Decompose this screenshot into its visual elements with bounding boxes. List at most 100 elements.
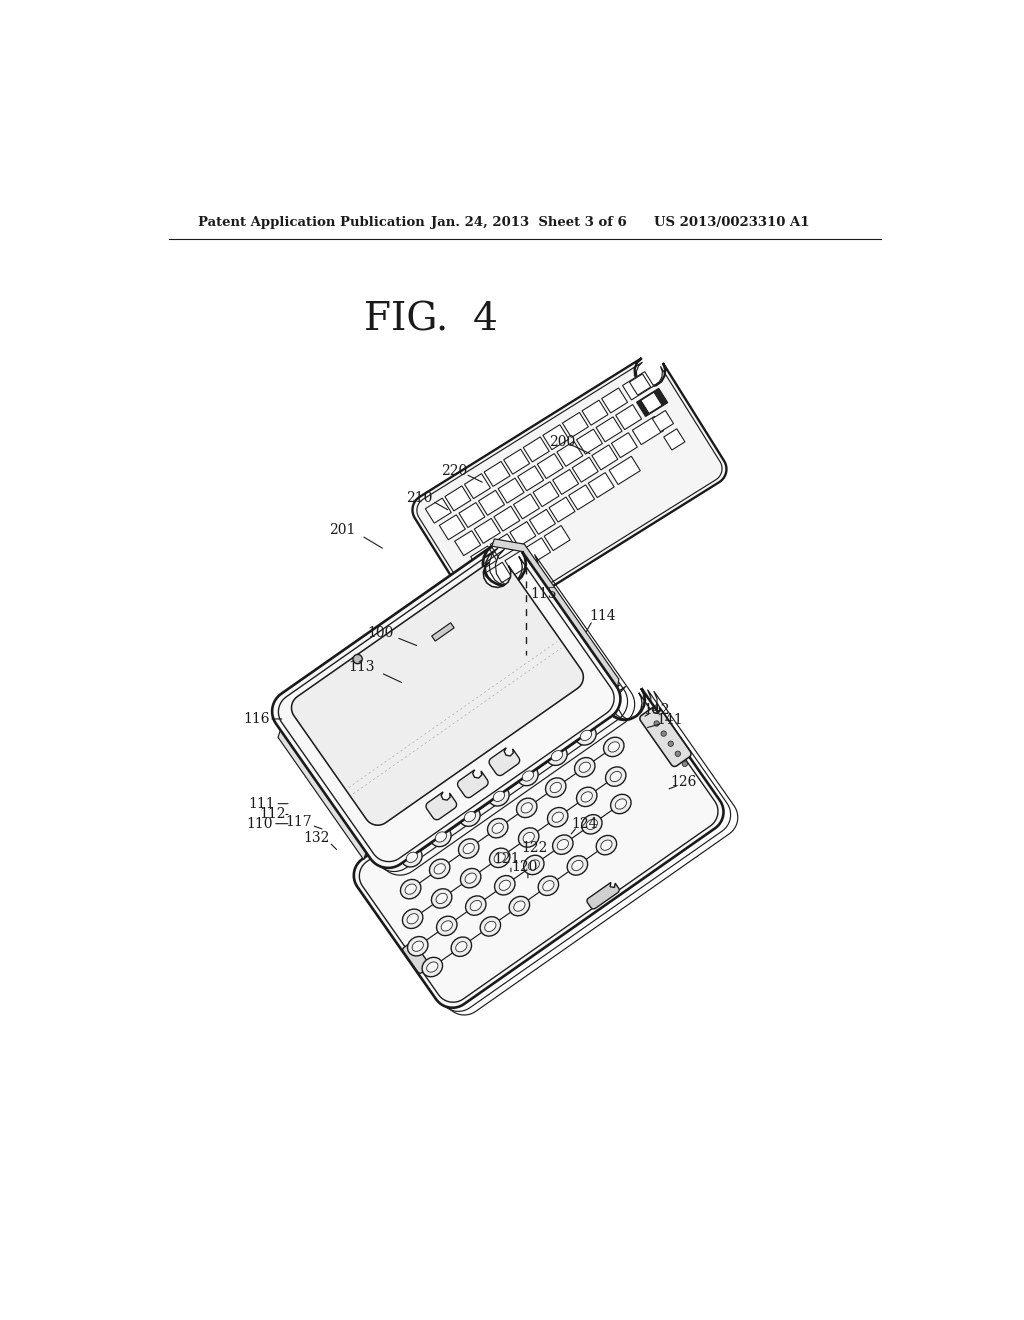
Text: 114: 114 bbox=[589, 609, 615, 623]
Polygon shape bbox=[422, 957, 442, 977]
Polygon shape bbox=[489, 747, 519, 776]
Polygon shape bbox=[518, 828, 539, 847]
Polygon shape bbox=[609, 457, 640, 484]
Polygon shape bbox=[523, 437, 549, 462]
Circle shape bbox=[675, 751, 681, 756]
Polygon shape bbox=[402, 909, 423, 928]
Polygon shape bbox=[493, 822, 504, 833]
Polygon shape bbox=[427, 962, 438, 972]
Polygon shape bbox=[400, 879, 421, 899]
Polygon shape bbox=[637, 388, 668, 417]
Polygon shape bbox=[471, 546, 497, 572]
Polygon shape bbox=[513, 494, 540, 519]
Polygon shape bbox=[514, 902, 525, 911]
Polygon shape bbox=[557, 840, 568, 850]
Polygon shape bbox=[596, 417, 622, 442]
Polygon shape bbox=[602, 388, 628, 413]
Polygon shape bbox=[492, 539, 618, 717]
Polygon shape bbox=[543, 880, 554, 891]
Polygon shape bbox=[623, 372, 653, 400]
Circle shape bbox=[353, 655, 362, 664]
Polygon shape bbox=[484, 921, 496, 932]
Text: Patent Application Publication: Patent Application Publication bbox=[199, 215, 425, 228]
Polygon shape bbox=[529, 510, 555, 535]
Polygon shape bbox=[592, 445, 617, 470]
Polygon shape bbox=[465, 873, 476, 883]
Polygon shape bbox=[494, 853, 506, 863]
Polygon shape bbox=[463, 843, 474, 854]
Polygon shape bbox=[615, 405, 642, 429]
Polygon shape bbox=[505, 550, 530, 576]
Text: 126: 126 bbox=[671, 775, 696, 789]
Polygon shape bbox=[407, 853, 418, 862]
Polygon shape bbox=[534, 482, 559, 507]
Polygon shape bbox=[460, 807, 480, 826]
Polygon shape bbox=[516, 799, 537, 817]
Polygon shape bbox=[575, 726, 596, 744]
Polygon shape bbox=[641, 392, 663, 413]
Polygon shape bbox=[498, 478, 524, 503]
Polygon shape bbox=[451, 937, 472, 957]
Polygon shape bbox=[432, 623, 455, 642]
Text: 116: 116 bbox=[243, 711, 269, 726]
Polygon shape bbox=[441, 921, 453, 931]
Polygon shape bbox=[466, 896, 486, 915]
Text: 201: 201 bbox=[329, 523, 355, 537]
Polygon shape bbox=[461, 869, 481, 888]
Polygon shape bbox=[494, 791, 505, 801]
Polygon shape bbox=[523, 833, 535, 842]
Polygon shape bbox=[292, 562, 584, 825]
Polygon shape bbox=[464, 812, 475, 822]
Polygon shape bbox=[470, 900, 481, 911]
Polygon shape bbox=[408, 936, 428, 956]
Text: 200: 200 bbox=[549, 434, 574, 449]
Polygon shape bbox=[429, 859, 450, 879]
Polygon shape bbox=[272, 546, 621, 869]
Polygon shape bbox=[510, 521, 536, 546]
Polygon shape bbox=[577, 429, 602, 454]
Polygon shape bbox=[567, 855, 588, 875]
Polygon shape bbox=[435, 832, 446, 842]
Text: 112: 112 bbox=[260, 807, 287, 821]
Polygon shape bbox=[553, 836, 573, 854]
Circle shape bbox=[654, 721, 659, 726]
Polygon shape bbox=[553, 470, 579, 495]
Polygon shape bbox=[522, 771, 534, 781]
Polygon shape bbox=[652, 411, 674, 432]
Polygon shape bbox=[474, 519, 501, 544]
Polygon shape bbox=[664, 429, 685, 450]
Polygon shape bbox=[562, 412, 589, 437]
Polygon shape bbox=[478, 490, 505, 515]
Polygon shape bbox=[279, 730, 367, 859]
Polygon shape bbox=[601, 840, 612, 850]
Polygon shape bbox=[603, 737, 624, 756]
Text: 141: 141 bbox=[656, 714, 683, 727]
Polygon shape bbox=[630, 374, 650, 395]
Polygon shape bbox=[436, 894, 447, 904]
Polygon shape bbox=[489, 849, 510, 867]
Polygon shape bbox=[490, 533, 516, 558]
Text: 210: 210 bbox=[407, 491, 432, 506]
Polygon shape bbox=[551, 751, 562, 760]
Text: 115: 115 bbox=[530, 587, 557, 601]
Polygon shape bbox=[547, 746, 567, 766]
Polygon shape bbox=[434, 863, 445, 874]
Text: 142: 142 bbox=[643, 702, 670, 717]
Polygon shape bbox=[426, 792, 457, 820]
Polygon shape bbox=[640, 706, 691, 767]
Polygon shape bbox=[557, 441, 583, 466]
Polygon shape bbox=[524, 537, 551, 562]
Polygon shape bbox=[413, 358, 726, 623]
Polygon shape bbox=[484, 462, 510, 486]
Polygon shape bbox=[407, 913, 419, 924]
Polygon shape bbox=[582, 400, 608, 425]
Polygon shape bbox=[571, 861, 583, 871]
Polygon shape bbox=[354, 684, 724, 1007]
Circle shape bbox=[668, 741, 674, 746]
Text: 132: 132 bbox=[304, 830, 330, 845]
Polygon shape bbox=[439, 515, 465, 540]
Polygon shape bbox=[459, 503, 485, 528]
Polygon shape bbox=[521, 803, 532, 813]
Polygon shape bbox=[581, 792, 593, 803]
Polygon shape bbox=[546, 777, 566, 797]
